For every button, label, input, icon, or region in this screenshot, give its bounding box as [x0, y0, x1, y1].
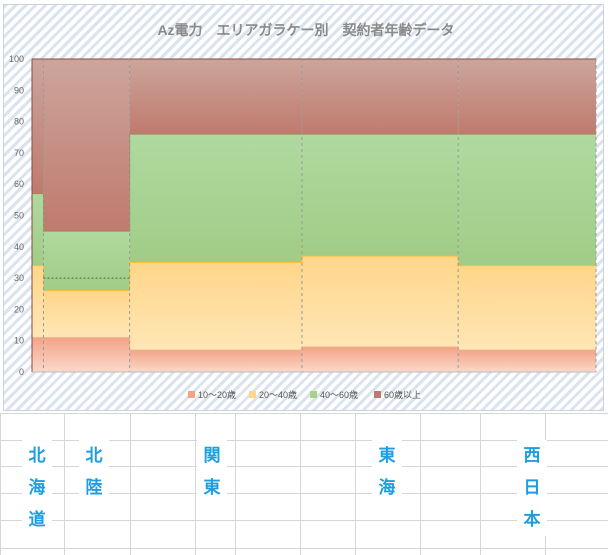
y-tick-label: 50	[14, 211, 24, 221]
legend-swatch	[249, 391, 256, 398]
grid-row-line	[0, 548, 608, 549]
region-label-char: 北	[85, 446, 103, 466]
grid-column-line	[0, 413, 1, 555]
region-label-hokuriku: 北陸	[79, 440, 109, 504]
y-tick-label: 30	[14, 273, 24, 283]
area-segment-3	[301, 59, 459, 135]
area-segment-2	[301, 134, 459, 257]
region-label-char: 日	[523, 478, 541, 498]
region-label-nishinihon: 西日本	[517, 440, 547, 536]
y-tick-label: 60	[14, 179, 24, 189]
chart-svg: Az電力 エリアガラケー別 契約者年齢データ 0 10 20 30 40 50 60 70 80…	[9, 22, 597, 400]
y-tick-label: 20	[14, 304, 24, 314]
y-tick-label: 0	[19, 367, 24, 377]
legend-item: 60歳以上	[374, 389, 421, 400]
chart-area: Az電力 エリアガラケー別 契約者年齢データ 0 10 20 30 40 50 60 70 80…	[3, 4, 604, 411]
area-segment-3	[129, 59, 302, 135]
grid-column-line	[355, 413, 356, 555]
legend-item: 10～20歳	[188, 389, 236, 400]
legend-label: 40～60歳	[320, 389, 358, 400]
region-label-char: 海	[378, 478, 396, 498]
area-segment-0	[32, 337, 44, 372]
region-label-char: 陸	[85, 478, 103, 498]
legend-label: 20～40歳	[259, 389, 297, 400]
area-segment-2	[43, 231, 130, 291]
area-segment-1	[458, 265, 596, 351]
y-tick-label: 100	[9, 54, 24, 64]
region-label-char: 本	[523, 510, 541, 530]
legend-item: 20～40歳	[249, 389, 297, 400]
area-segment-2	[458, 134, 596, 266]
region-label-char: 道	[28, 510, 46, 530]
region-label-kanto: 関東	[197, 440, 227, 504]
region-label-char: 東	[378, 446, 396, 466]
grid-column-line	[130, 413, 131, 555]
area-segment-3	[32, 59, 44, 194]
y-tick-label: 70	[14, 148, 24, 158]
legend-label: 10～20歳	[198, 389, 236, 400]
area-segment-1	[301, 256, 459, 347]
grid-column-line	[195, 413, 196, 555]
legend-swatch	[374, 391, 381, 398]
grid-column-line	[420, 413, 421, 555]
area-segment-0	[458, 350, 596, 372]
grid-row-line	[0, 493, 608, 494]
grid-column-line	[300, 413, 301, 555]
grid-column-line	[64, 413, 65, 555]
area-segment-2	[32, 193, 44, 266]
y-tick-label: 10	[14, 336, 24, 346]
area-segment-0	[129, 350, 302, 372]
y-tick-label: 40	[14, 242, 24, 252]
y-tick-label: 90	[14, 85, 24, 95]
legend-swatch	[310, 391, 317, 398]
region-label-char: 海	[28, 478, 46, 498]
grid-row-line	[0, 440, 608, 441]
grid-row-line	[0, 413, 608, 414]
legend-swatch	[188, 391, 195, 398]
area-segment-2	[129, 134, 302, 263]
region-label-hokkaido: 北海道	[22, 440, 52, 536]
grid-column-line	[235, 413, 236, 555]
grid-row-line	[0, 466, 608, 467]
region-label-char: 東	[203, 478, 221, 498]
area-segment-0	[301, 346, 459, 372]
region-label-char: 北	[28, 446, 46, 466]
grid-row-line	[0, 520, 608, 521]
area-segment-3	[43, 59, 130, 232]
region-label-char: 関	[203, 446, 221, 466]
area-segment-3	[458, 59, 596, 135]
area-segment-1	[129, 262, 302, 351]
y-tick-label: 80	[14, 117, 24, 127]
area-segment-1	[43, 290, 130, 338]
region-label-tokai: 東海	[372, 440, 402, 504]
area-segment-0	[43, 337, 130, 372]
chart-title: Az電力 エリアガラケー別 契約者年齢データ	[157, 22, 454, 38]
area-segment-1	[32, 265, 44, 338]
grid-column-line	[480, 413, 481, 555]
legend-item: 40～60歳	[310, 389, 358, 400]
legend-label: 60歳以上	[384, 389, 421, 400]
region-label-char: 西	[523, 446, 541, 466]
